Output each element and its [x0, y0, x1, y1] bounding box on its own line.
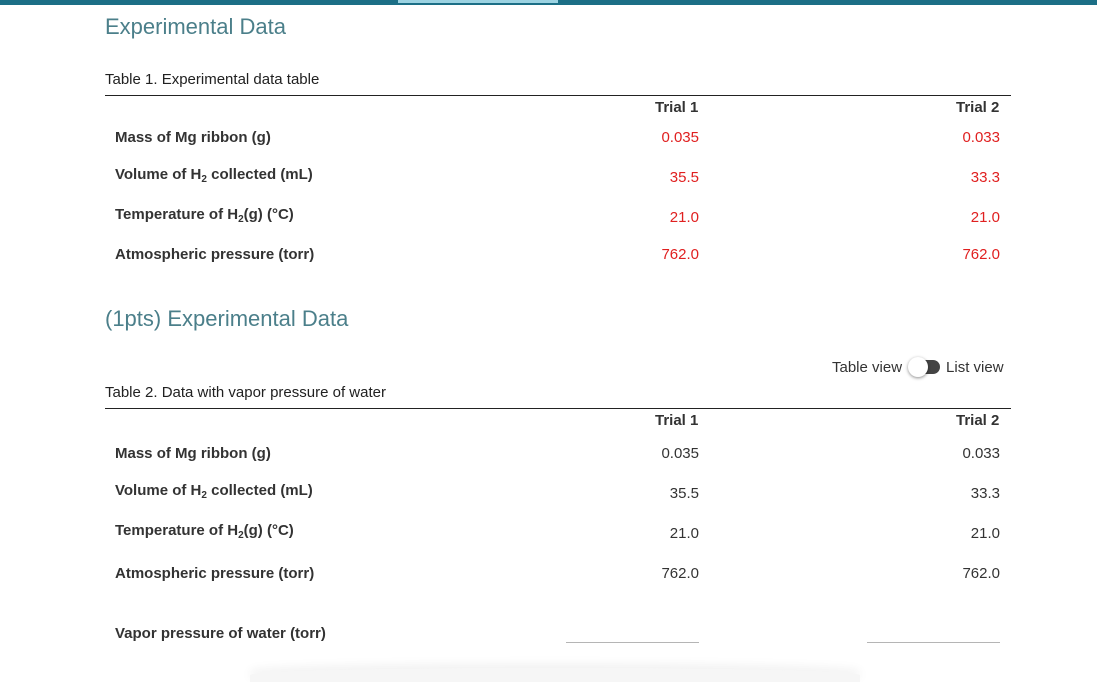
table-caption: Table 2. Data with vapor pressure of wat… — [105, 384, 386, 401]
row-label-temperature: Temperature of H2(g) (°C) — [115, 206, 294, 225]
value-trial-2-volume: 33.3 — [970, 485, 1000, 502]
value-trial-2-mass: 0.033 — [962, 445, 1000, 462]
value-trial-2-mass: 0.033 — [962, 129, 1000, 146]
column-header-trial-2: Trial 2 — [956, 412, 1000, 429]
toggle-knob — [908, 357, 929, 377]
row-label-volume: Volume of H2 collected (mL) — [115, 482, 313, 501]
value-trial-1-volume: 35.5 — [669, 485, 699, 502]
row-label-pressure: Atmospheric pressure (torr) — [115, 565, 315, 582]
column-header-trial-1: Trial 1 — [655, 99, 699, 116]
vapor-pressure-trial-1-input[interactable] — [566, 642, 699, 643]
table-top-rule — [105, 95, 1011, 96]
value-trial-1-mass: 0.035 — [661, 129, 699, 146]
row-label-vapor-pressure: Vapor pressure of water (torr) — [115, 625, 326, 642]
row-label-pressure: Atmospheric pressure (torr) — [115, 246, 315, 263]
table-top-rule — [105, 408, 1011, 409]
table-view-label[interactable]: Table view — [832, 358, 903, 376]
row-label-mass: Mass of Mg ribbon (g) — [115, 129, 271, 146]
value-trial-2-temperature: 21.0 — [970, 209, 1000, 226]
value-trial-1-pressure: 762.0 — [661, 565, 699, 582]
column-header-trial-1: Trial 1 — [655, 412, 699, 429]
value-trial-2-pressure: 762.0 — [962, 246, 1000, 263]
value-trial-1-temperature: 21.0 — [669, 525, 699, 542]
section-title: Experimental Data — [105, 14, 286, 39]
vapor-pressure-trial-2-input[interactable] — [867, 642, 1000, 643]
row-label-mass: Mass of Mg ribbon (g) — [115, 445, 271, 462]
value-trial-1-volume: 35.5 — [669, 169, 699, 186]
list-view-label[interactable]: List view — [946, 358, 1004, 376]
bottom-panel-edge — [250, 668, 860, 682]
value-trial-2-temperature: 21.0 — [970, 525, 1000, 542]
value-trial-2-pressure: 762.0 — [962, 565, 1000, 582]
value-trial-1-temperature: 21.0 — [669, 209, 699, 226]
active-tab-indicator — [398, 0, 558, 3]
table-caption: Table 1. Experimental data table — [105, 71, 320, 88]
row-label-temperature: Temperature of H2(g) (°C) — [115, 522, 294, 541]
value-trial-1-pressure: 762.0 — [661, 246, 699, 263]
value-trial-1-mass: 0.035 — [661, 445, 699, 462]
column-header-trial-2: Trial 2 — [956, 99, 1000, 116]
value-trial-2-volume: 33.3 — [970, 169, 1000, 186]
section-title-points: (1pts) Experimental Data — [105, 306, 349, 331]
view-toggle-group: Table view List view — [832, 356, 1004, 378]
row-label-volume: Volume of H2 collected (mL) — [115, 166, 313, 185]
view-toggle-switch[interactable] — [908, 357, 942, 377]
